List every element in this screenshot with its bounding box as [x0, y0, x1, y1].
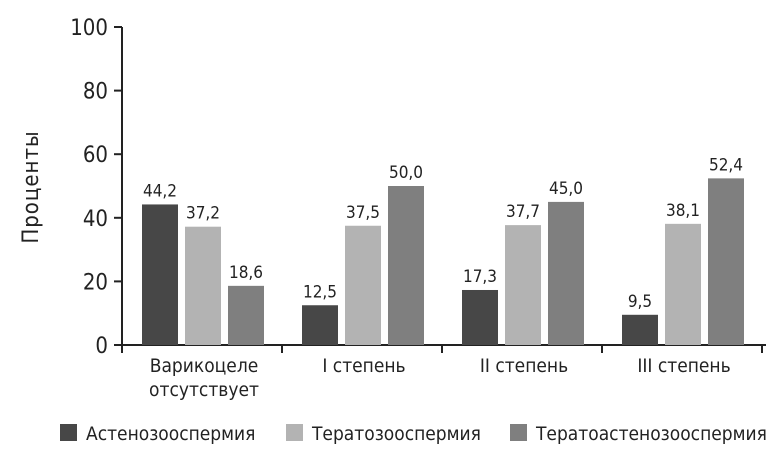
category-label: II степень: [480, 355, 568, 377]
bar: [665, 223, 701, 345]
y-tick-label: 0: [95, 334, 108, 359]
y-tick-label: 100: [70, 16, 108, 41]
bar: [622, 314, 658, 345]
bar-value-label: 37,5: [346, 203, 380, 223]
bar-value-label: 37,7: [506, 202, 540, 222]
bar-value-label: 9,5: [628, 292, 652, 312]
y-axis: 0 20 40 60 80 100: [70, 16, 123, 359]
bar-value-label: 52,4: [709, 155, 743, 175]
category-label: I степень: [322, 355, 405, 377]
bar: [505, 225, 541, 345]
y-tick-label: 60: [83, 143, 108, 168]
bar-value-label: 17,3: [463, 267, 497, 287]
y-tick-label: 40: [83, 207, 108, 232]
bar-value-label: 44,2: [143, 181, 177, 201]
y-tick-label: 80: [83, 80, 108, 105]
bar: [388, 186, 424, 345]
legend: Астенозооспермия Тератозооспермия Тератоас…: [60, 423, 767, 445]
y-tick-label: 20: [83, 270, 108, 295]
y-axis-label: Проценты: [19, 130, 44, 243]
legend-swatch: [60, 424, 77, 441]
legend-label: Тератоастенозооспермия: [535, 423, 767, 445]
bar: [302, 305, 338, 345]
legend-swatch: [510, 424, 527, 441]
bar: [185, 226, 221, 345]
bar-value-label: 50,0: [389, 163, 423, 183]
bar: [548, 201, 584, 345]
bar: [462, 289, 498, 345]
bar-value-label: 37,2: [186, 204, 220, 224]
bars: 44,2 37,2 18,6 12,5 37,5 50,0 17,3 37,7 45,0 9,5 3…: [142, 155, 744, 345]
category-label: III степень: [637, 355, 730, 377]
bar: [345, 225, 381, 345]
bar-value-label: 45,0: [549, 179, 583, 199]
legend-label: Тератозооспермия: [311, 423, 481, 445]
legend-label: Астенозооспермия: [86, 423, 255, 445]
bar: [708, 178, 744, 345]
bar-value-label: 18,6: [229, 263, 263, 283]
bar-value-label: 38,1: [666, 201, 700, 221]
category-label: Варикоцеле: [150, 355, 259, 377]
bar: [142, 204, 178, 345]
legend-swatch: [286, 424, 303, 441]
category-label: отсутствует: [149, 379, 259, 401]
bar: [228, 285, 264, 345]
bar-value-label: 12,5: [303, 282, 337, 302]
